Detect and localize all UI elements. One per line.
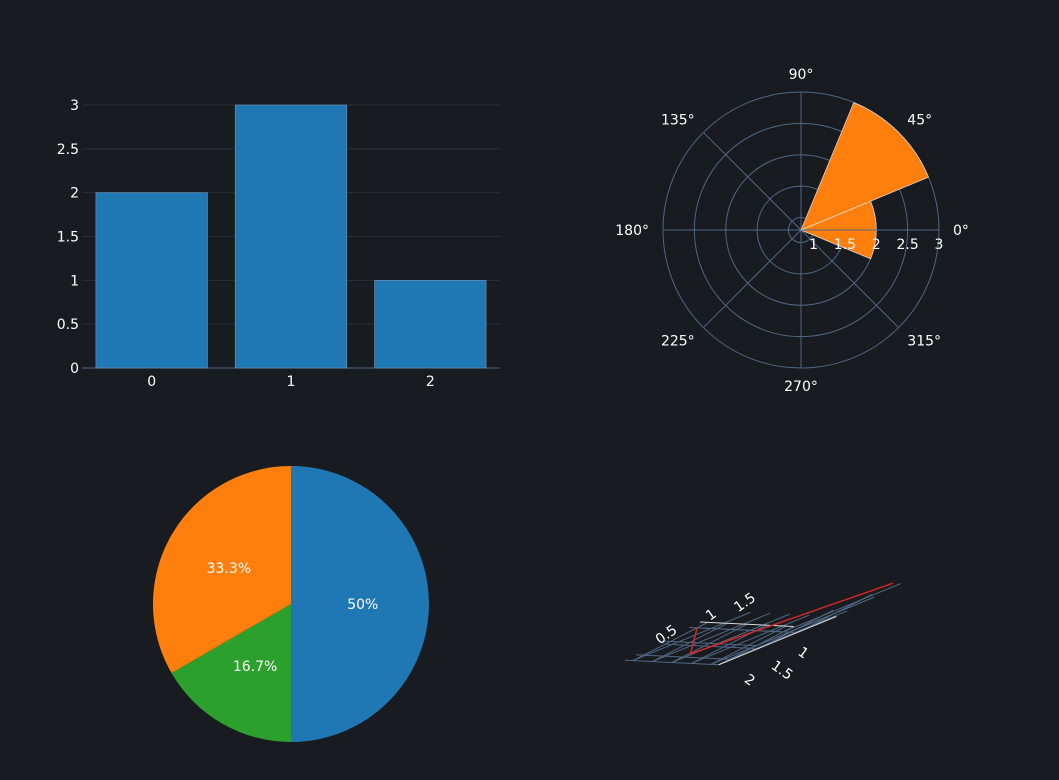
- angular-tick-label: 180°: [615, 223, 649, 239]
- angular-tick-label: 135°: [661, 113, 695, 129]
- pie-slice: [152, 466, 291, 673]
- back-wall-gridline: [652, 612, 771, 663]
- x-tick-label: 0: [147, 374, 156, 390]
- x-tick-label: 1: [287, 374, 296, 390]
- radial-tick-label: 1.5: [834, 237, 856, 253]
- pie-slice-label: 33.3%: [207, 561, 251, 577]
- pie-slice-label: 16.7%: [233, 659, 277, 675]
- scene-data-line: [689, 582, 894, 655]
- polar-bar: [800, 102, 929, 231]
- back-wall-gridline: [632, 611, 751, 662]
- polar-bar-chart: 1 1.5 2 2.5 3 0° 45° 90° 135° 180° 225° 270° 315°: [615, 67, 969, 395]
- y-tick-label: 2: [741, 671, 757, 689]
- angular-gridline: [703, 132, 802, 231]
- y-tick-label: 0.5: [57, 317, 79, 333]
- y-tick-label: 1.5: [768, 658, 795, 684]
- z-tick-label: 0.5: [653, 622, 680, 648]
- floor-gridline: [635, 654, 730, 660]
- angular-tick-label: 45°: [907, 113, 932, 129]
- angular-gridline: [800, 229, 899, 328]
- angular-gridline: [703, 229, 802, 328]
- x-tick-label: 2: [426, 374, 435, 390]
- scene-edge: [699, 621, 794, 627]
- radial-tick-label: 3: [935, 237, 944, 253]
- back-wall-gridline: [691, 614, 810, 664]
- pie-slice: [291, 466, 429, 742]
- bar: [374, 279, 487, 369]
- radial-tick-label: 2.5: [897, 237, 919, 253]
- y-tick-label: 0: [70, 361, 79, 377]
- y-tick-label: 1: [795, 644, 811, 662]
- angular-tick-label: 0°: [953, 223, 969, 239]
- 3d-line-chart: 0.51 1.511.52: [624, 582, 901, 690]
- y-tick-label: 2.5: [57, 142, 79, 158]
- z-tick-label: 1: [703, 606, 719, 624]
- radial-tick-label: 2: [872, 237, 881, 253]
- side-wall-gridline: [756, 596, 875, 647]
- floor-gridline: [689, 626, 784, 633]
- pie-slice-label: 50%: [347, 597, 378, 613]
- pie-chart: 50% 16.7% 33.3%: [152, 466, 429, 742]
- scene-edge: [718, 615, 837, 666]
- side-wall-gridline: [782, 583, 901, 633]
- side-wall-gridline: [729, 610, 848, 660]
- y-tick-label: 2: [70, 186, 79, 202]
- radial-tick-label: 1: [809, 237, 818, 253]
- angular-tick-label: 225°: [661, 333, 695, 349]
- floor-gridline: [662, 640, 757, 647]
- y-tick-label: 3: [70, 98, 79, 114]
- back-wall-gridline: [671, 613, 790, 663]
- bar-chart: 0 0.5 1 1.5 2 2.5 3 0 1 2: [57, 98, 500, 390]
- pie-slice: [171, 604, 291, 742]
- z-tick-label: 1.5: [731, 590, 758, 616]
- angular-tick-label: 90°: [789, 67, 814, 83]
- y-tick-label: 1: [70, 273, 79, 289]
- bar: [234, 104, 348, 369]
- angular-tick-label: 315°: [907, 333, 941, 349]
- bar: [95, 192, 208, 369]
- y-tick-label: 1.5: [57, 230, 79, 246]
- angular-tick-label: 270°: [784, 379, 818, 395]
